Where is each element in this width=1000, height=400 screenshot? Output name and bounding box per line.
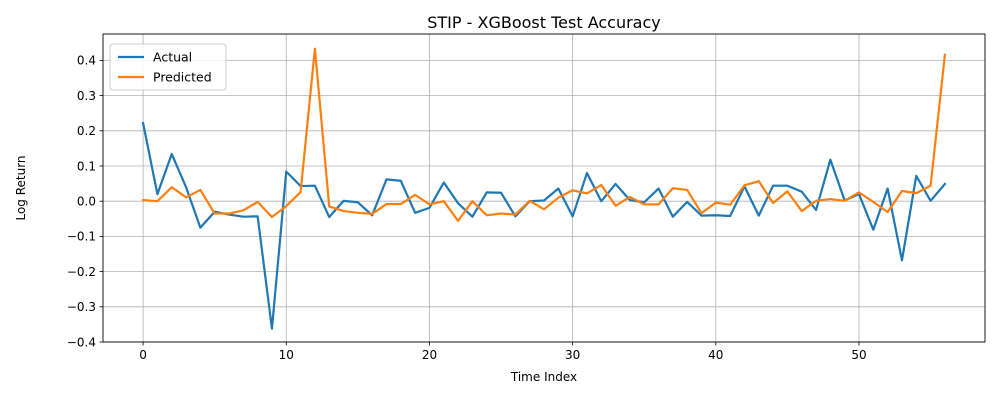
x-axis-ticks: 0 10 20 30 40 50 [139,342,867,362]
x-tick-label: 10 [279,348,294,362]
x-tick-label: 20 [422,348,437,362]
series-line-actual [141,121,947,330]
x-tick-label: 40 [708,348,723,362]
x-tick-label: 50 [851,348,866,362]
y-tick-label: −0.1 [67,230,96,244]
y-axis-label: Log Return [14,155,28,220]
plot-frame [102,33,986,343]
y-tick-label: −0.2 [67,265,96,279]
legend-label-actual: Actual [153,50,192,65]
y-tick-label: 0.3 [77,89,96,103]
x-axis-label: Time Index [510,370,577,384]
chart-title: STIP - XGBoost Test Accuracy [427,13,661,32]
y-axis-ticks: −0.4 −0.3 −0.2 −0.1 0.0 0.1 0.2 0.3 0.4 [67,54,103,349]
y-tick-label: −0.3 [67,300,96,314]
y-tick-label: −0.4 [67,335,96,349]
x-tick-label: 30 [565,348,580,362]
legend: Actual Predicted [109,43,227,91]
legend-box [109,43,227,91]
y-tick-label: 0.4 [77,54,96,68]
y-tick-label: 0.1 [77,159,96,173]
y-tick-label: 0.2 [77,124,96,138]
grid-lines [103,34,985,343]
y-tick-label: 0.0 [77,195,96,209]
legend-label-predicted: Predicted [153,70,212,85]
series-lines [141,47,947,330]
series-line-predicted [141,47,947,223]
x-tick-label: 0 [139,348,147,362]
